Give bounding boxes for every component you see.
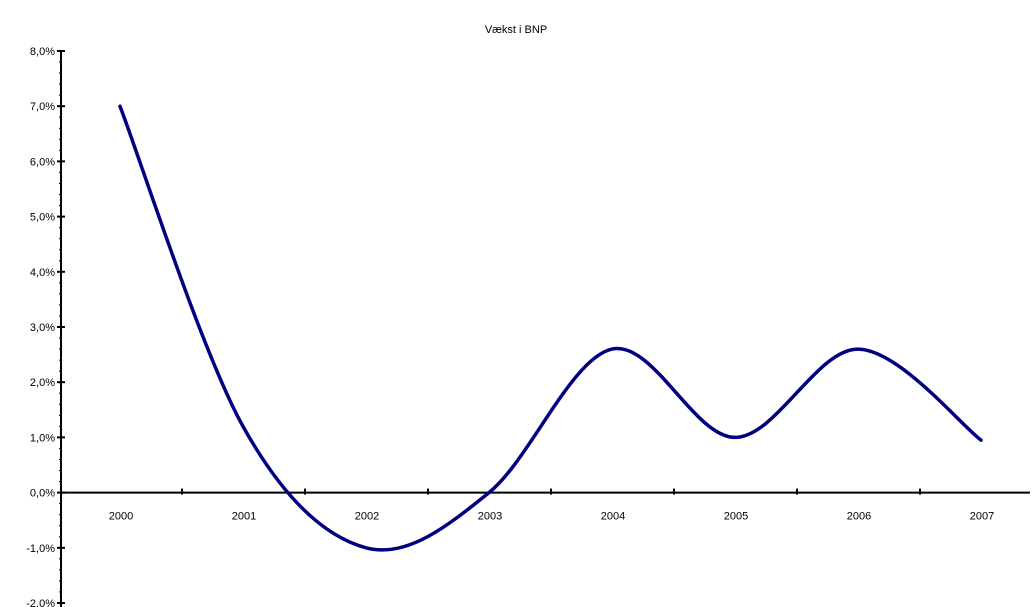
- y-tick-label: 6,0%: [30, 156, 55, 168]
- chart-title: Vækst i BNP: [485, 24, 547, 36]
- x-tick-label: 2004: [601, 511, 625, 523]
- y-tick-label: -2,0%: [26, 598, 55, 607]
- y-tick-label: 3,0%: [30, 322, 55, 334]
- x-tick-label: 2001: [232, 511, 256, 523]
- y-tick-label: 8,0%: [30, 46, 55, 58]
- y-tick-label: 5,0%: [30, 212, 55, 224]
- series-layer: [118, 104, 983, 552]
- y-tick-label: 1,0%: [30, 432, 55, 444]
- y-tick-label: 0,0%: [30, 488, 55, 500]
- y-tick-label: 2,0%: [30, 377, 55, 389]
- series-line: [118, 104, 983, 552]
- x-tick-label: 2006: [847, 511, 871, 523]
- x-axis: 2000 2001 2002 2003 2004 2005 2006 2007: [61, 488, 1030, 523]
- y-tick-label: -1,0%: [26, 543, 55, 555]
- y-tick-label: 4,0%: [30, 267, 55, 279]
- y-tick-label: 7,0%: [30, 101, 55, 113]
- x-tick-label: 2007: [970, 511, 994, 523]
- x-tick-label: 2002: [355, 511, 379, 523]
- x-tick-label: 2005: [724, 511, 748, 523]
- y-axis: -2,0% -1,0% 0,0% 1,0% 2,0% 3,0% 4,0% 5,0% 6,0% 7,…: [26, 46, 65, 607]
- x-tick-label: 2003: [478, 511, 502, 523]
- x-tick-label: 2000: [109, 511, 133, 523]
